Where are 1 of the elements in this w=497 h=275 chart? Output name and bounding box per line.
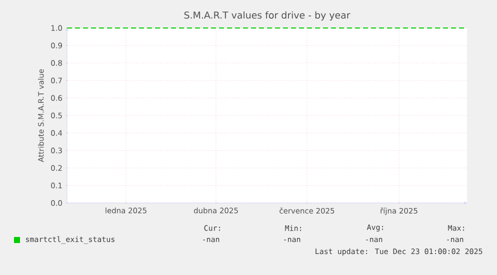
chart-title: S.M.A.R.T values for drive - by year [184, 11, 350, 20]
